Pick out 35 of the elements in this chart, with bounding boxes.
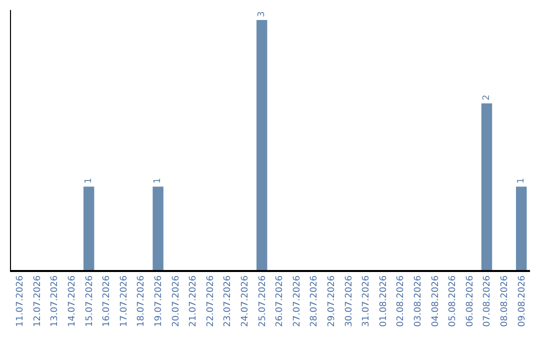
data-label: 2 (482, 94, 492, 100)
x-tick-label: 22.07.2026 (206, 275, 216, 327)
x-tick-label: 29.07.2026 (326, 275, 337, 327)
x-tick-label: 11.07.2026 (16, 275, 26, 327)
data-label: 3 (256, 11, 267, 17)
x-tick-label: 27.07.2026 (292, 275, 302, 327)
x-tick-label: 28.07.2026 (310, 275, 320, 327)
x-tick-label: 20.07.2026 (171, 275, 182, 327)
x-tick-label: 13.07.2026 (50, 275, 60, 327)
x-tick-label: 30.07.2026 (344, 275, 354, 327)
x-tick-label: 14.07.2026 (67, 275, 78, 327)
x-tick-label: 16.07.2026 (102, 275, 112, 327)
x-tick-label: 06.08.2026 (465, 275, 476, 327)
x-tick-label: 03.08.2026 (413, 275, 424, 327)
x-tick-label: 18.07.2026 (136, 275, 147, 327)
x-tick-label: 07.08.2026 (482, 275, 493, 327)
data-label: 1 (153, 178, 164, 184)
x-tick-label: 19.07.2026 (154, 275, 164, 327)
x-tick-label: 12.07.2026 (32, 275, 43, 327)
x-tick-label: 15.07.2026 (84, 275, 95, 327)
x-tick-label: 04.08.2026 (430, 275, 441, 327)
x-tick-label: 05.08.2026 (448, 275, 458, 327)
x-tick-label: 17.07.2026 (119, 275, 130, 327)
x-tick-label: 31.07.2026 (362, 275, 372, 327)
x-tick-label: 08.08.2026 (500, 275, 510, 327)
x-tick-label: 21.07.2026 (188, 275, 199, 327)
data-label: 1 (84, 178, 94, 184)
x-tick-label: 02.08.2026 (396, 275, 406, 327)
x-tick-label: 25.07.2026 (258, 275, 268, 327)
x-tick-label: 26.07.2026 (275, 275, 286, 327)
x-tick-label: 23.07.2026 (223, 275, 234, 327)
x-tick-label: 01.08.2026 (378, 275, 389, 327)
x-tick-label: 09.08.2026 (517, 275, 528, 327)
x-tick-label: 24.07.2026 (240, 275, 250, 327)
data-label: 1 (516, 178, 526, 184)
